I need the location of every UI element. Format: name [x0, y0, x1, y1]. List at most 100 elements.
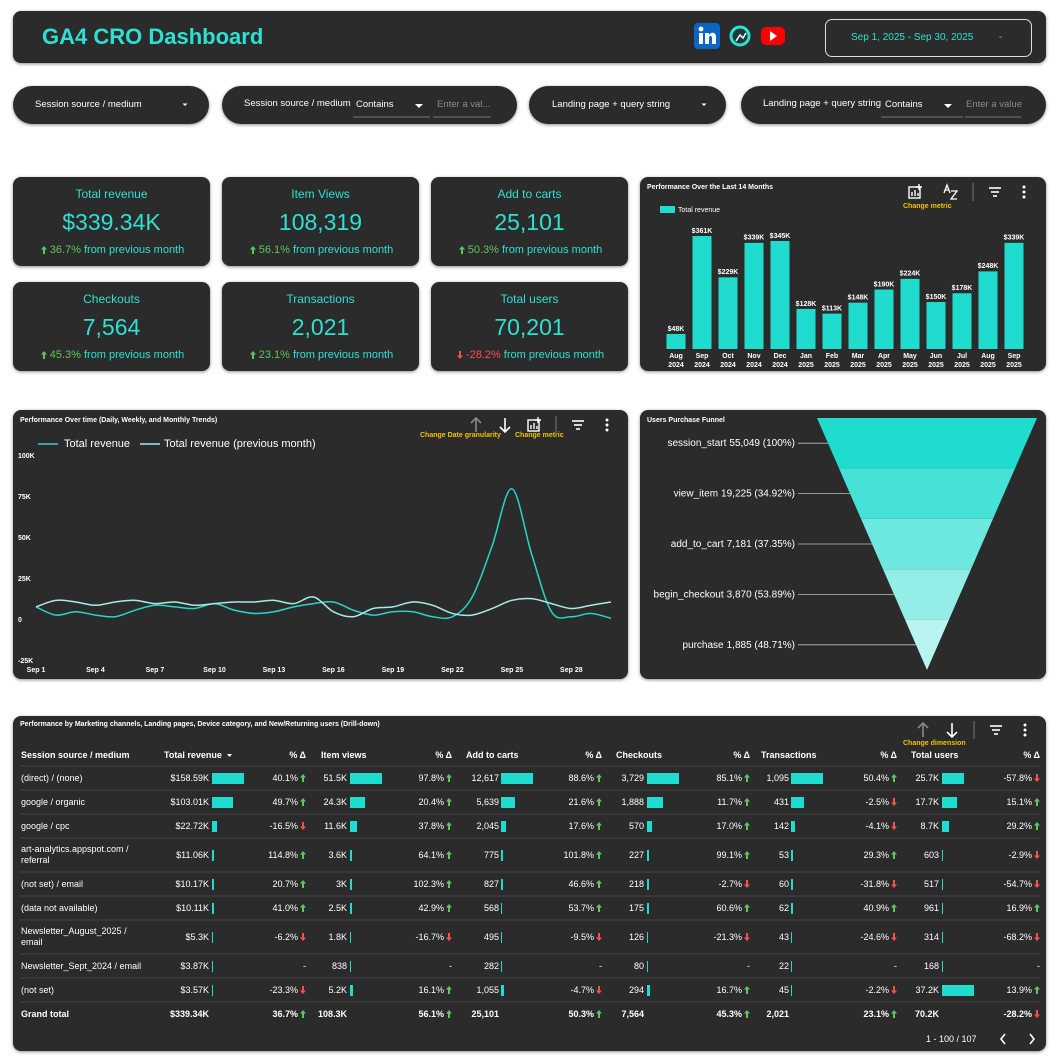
value-cell: 25,101 [471, 1002, 499, 1026]
change-cell: -9.5% [570, 920, 602, 954]
toolbar-down[interactable] [499, 418, 511, 434]
change-cell: 46.6% [568, 872, 602, 896]
cell-bar [501, 902, 503, 914]
value-text: 12,617 [471, 772, 499, 783]
bar [822, 313, 842, 349]
toolbar-up[interactable] [917, 721, 929, 737]
toolbar-chart[interactable] [527, 417, 541, 432]
up-arrow-icon [300, 798, 306, 806]
arrow-shape [300, 880, 306, 888]
stage-name: view_item [674, 488, 718, 499]
toolbar-filter[interactable] [990, 725, 1002, 735]
up-arrow-icon [446, 822, 452, 830]
value-text: 603 [923, 849, 939, 860]
value-cell: 70.2K [915, 1002, 939, 1026]
toolbar-filter[interactable] [572, 420, 584, 430]
value-text: 227 [628, 849, 644, 860]
toolbar-chart[interactable] [908, 184, 922, 199]
change-cell: 11.7% [717, 790, 750, 814]
change-cell: 13.9% [1006, 978, 1040, 1002]
y-tick-label: 100K [18, 453, 35, 460]
up-arrow-icon [744, 986, 750, 994]
cell-bar [501, 960, 502, 972]
column-header: % Δ [880, 750, 897, 760]
header-bar: GA4 CRO Dashboard Sep 1, 2025 - Sep 30, 2… [13, 11, 1046, 63]
cell-bar [791, 902, 793, 914]
value-text: 838 [331, 960, 347, 971]
filter-input-placeholder: Enter a value [966, 99, 1022, 110]
up-arrow-icon [446, 1010, 452, 1018]
change-text: 16.9% [1006, 902, 1032, 913]
value-cell: $5.3K [185, 920, 209, 954]
down-arrow-icon [744, 933, 750, 941]
arrow [917, 721, 929, 737]
toolbar-up[interactable] [470, 416, 482, 432]
kpi-change-text: from previous month [83, 244, 185, 256]
arrow [499, 418, 511, 434]
date-range-control[interactable]: Sep 1, 2025 - Sep 30, 2025 - [825, 19, 1032, 57]
linkedin-icon[interactable] [694, 23, 720, 49]
dot [605, 428, 609, 432]
change-text: 42.9% [418, 902, 444, 913]
change-cell: 16.7% [716, 978, 750, 1002]
toolbar-down[interactable] [946, 723, 958, 739]
up-arrow-icon [446, 880, 452, 888]
cell-bar [942, 772, 965, 784]
change-text: -2.9% [1008, 849, 1032, 860]
x-tick-label: Sep 28 [560, 667, 583, 674]
x-tick-label: Sep 2025 [1006, 353, 1022, 369]
value-text: 517 [923, 878, 939, 889]
change-cell: -2.5% [865, 790, 897, 814]
cell-bar [942, 902, 943, 914]
bar-value-label: $148K [848, 295, 869, 302]
x-tick-label: Sep 16 [322, 667, 345, 674]
bar-value-label: $128K [796, 301, 817, 308]
arrow-shape [1034, 904, 1040, 912]
value-cell: $339.34K [170, 1002, 209, 1026]
funnel-label: session_start 55,049 (100%) [667, 438, 795, 449]
toolbar-kebab[interactable] [605, 418, 609, 432]
value-cell: 175 [629, 896, 644, 920]
toolbar-sortaz[interactable] [943, 183, 959, 200]
change-text: 114.8% [268, 849, 298, 860]
value-cell: 603 [924, 838, 939, 872]
toolbar-kebab[interactable] [1022, 185, 1026, 199]
cell-bar [501, 772, 533, 784]
change-text: -16.7% [415, 931, 444, 942]
bar [926, 302, 946, 349]
change-cell: 17.6% [568, 814, 602, 838]
next-page[interactable] [1029, 1033, 1036, 1045]
cell-bar [791, 772, 823, 784]
sort-caret [227, 754, 232, 757]
x-tick-label: Apr 2025 [876, 353, 892, 369]
cell-bar [942, 820, 950, 832]
kpi-title: Checkouts [83, 292, 140, 306]
kpi-card: Add to carts 25,101 50.3% from previous mon… [431, 177, 628, 266]
value-text: 827 [483, 878, 499, 889]
panel-graphics [881, 104, 1021, 118]
brand-icon[interactable] [729, 25, 751, 47]
filter-control[interactable]: Landing page + query string [529, 86, 726, 124]
panel-graphics [182, 103, 188, 106]
arrow-shape [744, 822, 750, 830]
youtube-icon[interactable] [761, 27, 785, 45]
value-cell: 126 [629, 920, 644, 954]
change-text: -2.5% [865, 796, 889, 807]
filter-control[interactable]: Session source / medium [13, 86, 209, 124]
value-cell: 2,045 [476, 814, 499, 838]
cell-bar [501, 931, 503, 943]
down-arrow-icon [596, 933, 602, 941]
cell-bar [647, 960, 648, 972]
change-text: -4.7% [570, 984, 594, 995]
prev-page[interactable] [999, 1033, 1006, 1045]
arrow-shape [891, 880, 897, 888]
filter-control[interactable]: Session source / medium Contains Enter a v… [222, 86, 517, 124]
arrow-shape [300, 986, 306, 994]
kpi-value: $339.34K [62, 209, 161, 235]
value-cell: 142 [774, 814, 789, 838]
filter-control[interactable]: Landing page + query string Contains Enter… [741, 86, 1046, 124]
change-cell: 20.7% [272, 872, 306, 896]
toolbar-kebab[interactable] [1023, 723, 1027, 737]
mark [735, 32, 747, 42]
toolbar-filter[interactable] [989, 187, 1001, 197]
